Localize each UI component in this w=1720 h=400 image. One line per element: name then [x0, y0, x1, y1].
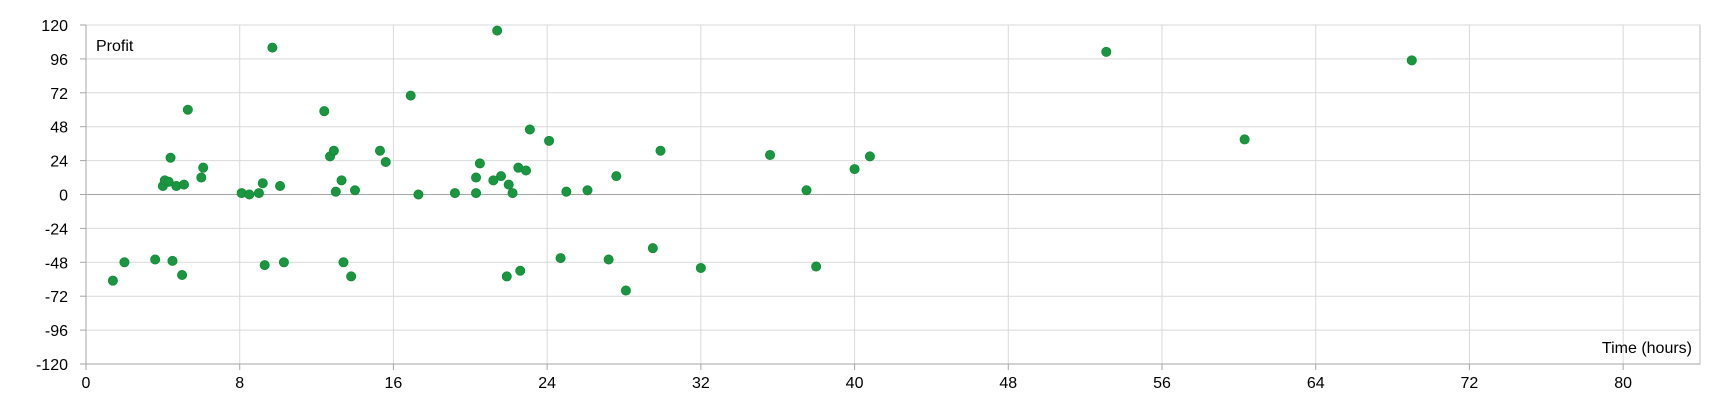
data-point: [647, 243, 658, 254]
data-point: [336, 175, 347, 186]
data-point: [349, 185, 360, 196]
data-point: [1101, 46, 1112, 57]
data-point: [801, 185, 812, 196]
data-point: [488, 175, 499, 186]
x-tick-label: 24: [538, 375, 556, 392]
x-tick-label: 40: [846, 375, 864, 392]
data-point: [521, 165, 532, 176]
data-point: [582, 185, 593, 196]
y-tick-label: -120: [36, 357, 68, 374]
tick-labels: 0 8 16 24 32 40 48 56 64 72 80 120 96 72 48 24 0 -24 -48 -7…: [36, 18, 1632, 392]
data-point: [338, 257, 349, 268]
x-tick-label: 8: [235, 375, 244, 392]
y-tick-label: 48: [50, 120, 68, 137]
data-point: [259, 260, 270, 271]
data-point: [257, 178, 268, 189]
data-point: [374, 145, 385, 156]
data-point: [182, 104, 193, 115]
data-point: [695, 262, 706, 273]
data-point: [561, 186, 572, 197]
data-point: [196, 172, 207, 183]
data-point: [849, 164, 860, 175]
x-tick-label: 56: [1153, 375, 1171, 392]
data-point: [267, 42, 278, 53]
data-point: [864, 151, 875, 162]
data-points: [107, 25, 1417, 296]
y-tick-label: 24: [50, 154, 68, 171]
data-point: [1239, 134, 1250, 145]
data-point: [501, 271, 512, 282]
data-point: [198, 162, 209, 173]
data-point: [119, 257, 130, 268]
x-tick-label: 72: [1461, 375, 1479, 392]
data-point: [330, 186, 341, 197]
y-tick-label: 96: [50, 52, 68, 69]
x-tick-label: 32: [692, 375, 710, 392]
data-point: [405, 90, 416, 101]
data-point: [275, 181, 286, 192]
data-point: [471, 172, 482, 183]
x-tick-label: 16: [385, 375, 403, 392]
data-point: [178, 179, 189, 190]
y-tick-label: -96: [45, 323, 68, 340]
data-point: [380, 157, 391, 168]
data-point: [544, 135, 555, 146]
data-point: [107, 275, 118, 286]
data-point: [449, 188, 460, 199]
data-point: [471, 188, 482, 199]
data-point: [165, 152, 176, 163]
y-tick-label: -72: [45, 289, 68, 306]
data-point: [253, 188, 264, 199]
x-tick-label: 0: [82, 375, 91, 392]
data-point: [524, 124, 535, 135]
data-point: [492, 25, 503, 36]
data-point: [346, 271, 357, 282]
data-point: [603, 254, 614, 265]
x-tick-label: 48: [999, 375, 1017, 392]
data-point: [507, 188, 518, 199]
data-point: [328, 145, 339, 156]
y-tick-label: -48: [45, 255, 68, 272]
data-point: [244, 189, 255, 200]
y-tick-label: 120: [41, 18, 68, 35]
y-axis-label: Profit: [96, 38, 134, 55]
data-point: [765, 149, 776, 160]
x-tick-label: 64: [1307, 375, 1325, 392]
data-point: [811, 261, 822, 272]
data-point: [167, 255, 178, 266]
data-point: [515, 265, 526, 276]
data-point: [611, 171, 622, 182]
data-point: [413, 189, 424, 200]
data-point: [150, 254, 161, 265]
data-point: [503, 179, 514, 190]
y-tick-label: 0: [59, 188, 68, 205]
data-point: [474, 158, 485, 169]
data-point: [163, 176, 174, 187]
data-point: [496, 171, 507, 182]
data-point: [620, 285, 631, 296]
data-point: [278, 257, 289, 268]
x-tick-label: 80: [1614, 375, 1632, 392]
data-point: [655, 145, 666, 156]
y-tick-label: 72: [50, 86, 68, 103]
data-point: [319, 106, 330, 117]
data-point: [177, 270, 188, 281]
data-point: [1406, 55, 1417, 66]
y-tick-label: -24: [45, 221, 68, 238]
x-axis-label: Time (hours): [1602, 340, 1692, 357]
data-point: [555, 253, 566, 264]
